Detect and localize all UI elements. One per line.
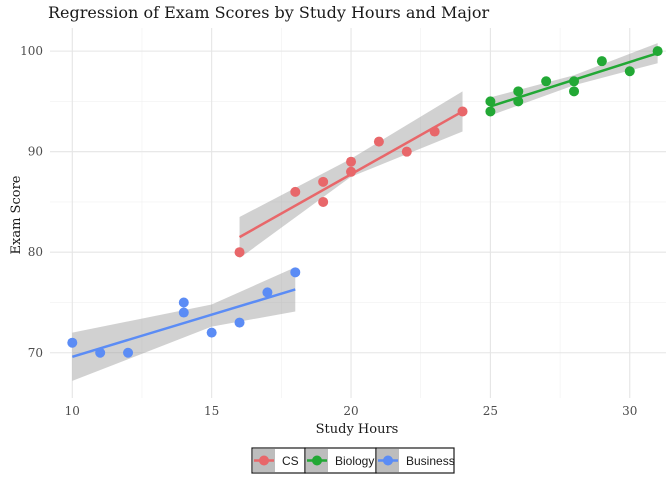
regression-line bbox=[490, 51, 659, 108]
x-tick-label: 10 bbox=[65, 404, 80, 418]
legend-item: Business bbox=[375, 447, 455, 474]
data-point bbox=[513, 86, 524, 97]
grid bbox=[50, 28, 666, 398]
x-tick-label: 25 bbox=[483, 404, 498, 418]
data-point bbox=[318, 196, 329, 207]
legend-key-point bbox=[383, 455, 393, 466]
data-point bbox=[290, 267, 301, 278]
legend-key-point bbox=[259, 455, 269, 466]
x-tick-label: 20 bbox=[343, 404, 358, 418]
tick-labels: 10 15 20 25 30 70 80 90 100 bbox=[20, 44, 637, 418]
data-point bbox=[596, 56, 607, 67]
data-point bbox=[123, 347, 134, 358]
data-point bbox=[346, 156, 357, 167]
legend-key-point bbox=[312, 455, 322, 466]
regression-line bbox=[238, 110, 464, 239]
data-point bbox=[569, 86, 580, 97]
data-point bbox=[234, 317, 245, 328]
x-tick-label: 15 bbox=[204, 404, 219, 418]
data-point bbox=[541, 76, 552, 87]
data-point bbox=[206, 327, 217, 338]
data-point bbox=[262, 287, 273, 298]
x-axis-title: Study Hours bbox=[316, 422, 399, 437]
data-point bbox=[485, 96, 496, 107]
data-point bbox=[373, 136, 384, 147]
y-tick-label: 70 bbox=[28, 346, 43, 360]
data-point bbox=[234, 247, 245, 258]
data-point bbox=[178, 297, 189, 308]
x-tick-label: 30 bbox=[622, 404, 637, 418]
data-point bbox=[290, 186, 301, 197]
data-point bbox=[624, 66, 635, 77]
legend: CS Biology Business bbox=[251, 447, 455, 474]
legend-item: Biology bbox=[304, 447, 377, 474]
legend-label: Biology bbox=[335, 454, 374, 468]
data-point bbox=[178, 307, 189, 318]
legend-label: Business bbox=[406, 454, 455, 468]
data-point bbox=[485, 106, 496, 117]
data-point bbox=[318, 176, 329, 187]
regression-lines bbox=[71, 51, 659, 358]
y-tick-label: 90 bbox=[28, 145, 43, 159]
regression-line bbox=[71, 288, 296, 358]
data-point bbox=[401, 146, 412, 157]
legend-label: CS bbox=[282, 454, 299, 468]
legend-item: CS bbox=[251, 447, 306, 474]
data-point bbox=[67, 337, 78, 348]
y-tick-label: 80 bbox=[28, 245, 43, 259]
y-tick-label: 100 bbox=[20, 44, 43, 58]
y-axis-title: Exam Score bbox=[9, 175, 24, 254]
chart-title: Regression of Exam Scores by Study Hours… bbox=[48, 3, 490, 22]
